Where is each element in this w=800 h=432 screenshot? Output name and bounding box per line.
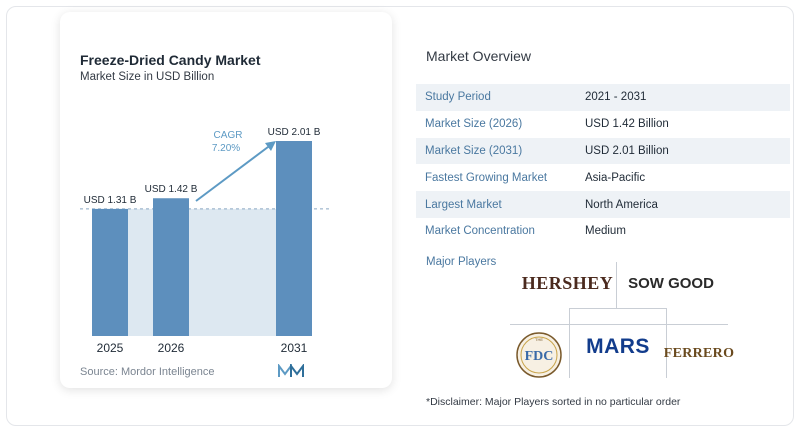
overview-value: North America bbox=[585, 198, 658, 211]
data-label: USD 1.31 B bbox=[84, 195, 137, 206]
overview-key: Market Size (2026) bbox=[425, 118, 523, 131]
cagr-arrow-line bbox=[195, 143, 273, 202]
logo-divider bbox=[510, 324, 728, 325]
x-tick-label: 2031 bbox=[281, 341, 308, 355]
logo-divider bbox=[569, 308, 667, 309]
mars-logo: MARS bbox=[574, 332, 662, 362]
overview-row-market-size-2026: Market Size (2026) USD 1.42 Billion bbox=[416, 111, 790, 138]
cagr-label: CAGR bbox=[214, 130, 243, 141]
x-tick-label: 2025 bbox=[97, 341, 124, 355]
hershey-logo: HERSHEY bbox=[522, 268, 614, 298]
ferrero-logo-text: FERRERO bbox=[663, 346, 735, 361]
sow-good-logo: SOW GOOD bbox=[628, 270, 714, 296]
bar bbox=[276, 141, 312, 336]
ferrero-logo: FERRERO bbox=[663, 342, 735, 366]
overview-key: Market Size (2031) bbox=[425, 144, 523, 157]
svg-text:THE: THE bbox=[535, 337, 543, 342]
data-label: USD 2.01 B bbox=[268, 127, 321, 138]
overview-key: Study Period bbox=[425, 91, 491, 104]
mordor-logo-icon bbox=[278, 364, 304, 377]
bar bbox=[153, 198, 189, 336]
logo-divider bbox=[616, 262, 617, 308]
chart-title: Freeze-Dried Candy Market bbox=[80, 52, 261, 68]
overview-key: Fastest Growing Market bbox=[425, 171, 548, 184]
overview-value: Medium bbox=[585, 225, 626, 238]
cagr-value: 7.20% bbox=[212, 143, 240, 154]
x-tick-label: 2026 bbox=[158, 341, 185, 355]
growth-highlight-band bbox=[128, 208, 276, 336]
overview-value: Asia-Pacific bbox=[585, 171, 646, 184]
overview-row-fastest-growing: Fastest Growing Market Asia-Pacific bbox=[416, 164, 790, 191]
overview-value: USD 2.01 Billion bbox=[585, 144, 669, 157]
overview-row-market-size-2031: Market Size (2031) USD 2.01 Billion bbox=[416, 137, 790, 165]
logo-divider bbox=[666, 308, 667, 378]
overview-value: 2021 - 2031 bbox=[585, 91, 647, 104]
overview-key: Market Concentration bbox=[425, 225, 535, 238]
disclaimer: *Disclaimer: Major Players sorted in no … bbox=[426, 396, 681, 408]
overview-row-largest-market: Largest Market North America bbox=[416, 191, 790, 218]
sow-good-logo-text: SOW GOOD bbox=[628, 274, 714, 292]
cagr-arrow-head bbox=[265, 141, 276, 151]
overview-key: Largest Market bbox=[425, 198, 502, 211]
chart-source: Source: Mordor Intelligence bbox=[80, 366, 215, 378]
overview-value: USD 1.42 Billion bbox=[585, 118, 669, 131]
data-label: USD 1.42 B bbox=[145, 184, 198, 195]
chart-subtitle: Market Size in USD Billion bbox=[80, 71, 215, 83]
hershey-logo-text: HERSHEY bbox=[521, 272, 614, 293]
mars-logo-text: MARS bbox=[586, 335, 650, 358]
major-players-label: Major Players bbox=[426, 256, 497, 268]
logo-divider bbox=[569, 308, 570, 378]
fdc-logo: FDC THE bbox=[516, 332, 562, 378]
overview-row-study-period: Study Period 2021 - 2031 bbox=[416, 84, 790, 111]
overview-title: Market Overview bbox=[426, 48, 532, 64]
overview-row-concentration: Market Concentration Medium bbox=[416, 218, 790, 245]
svg-text:FDC: FDC bbox=[525, 349, 554, 364]
bar bbox=[92, 208, 128, 336]
overview-table: Study Period 2021 - 2031 Market Size (20… bbox=[416, 84, 790, 245]
